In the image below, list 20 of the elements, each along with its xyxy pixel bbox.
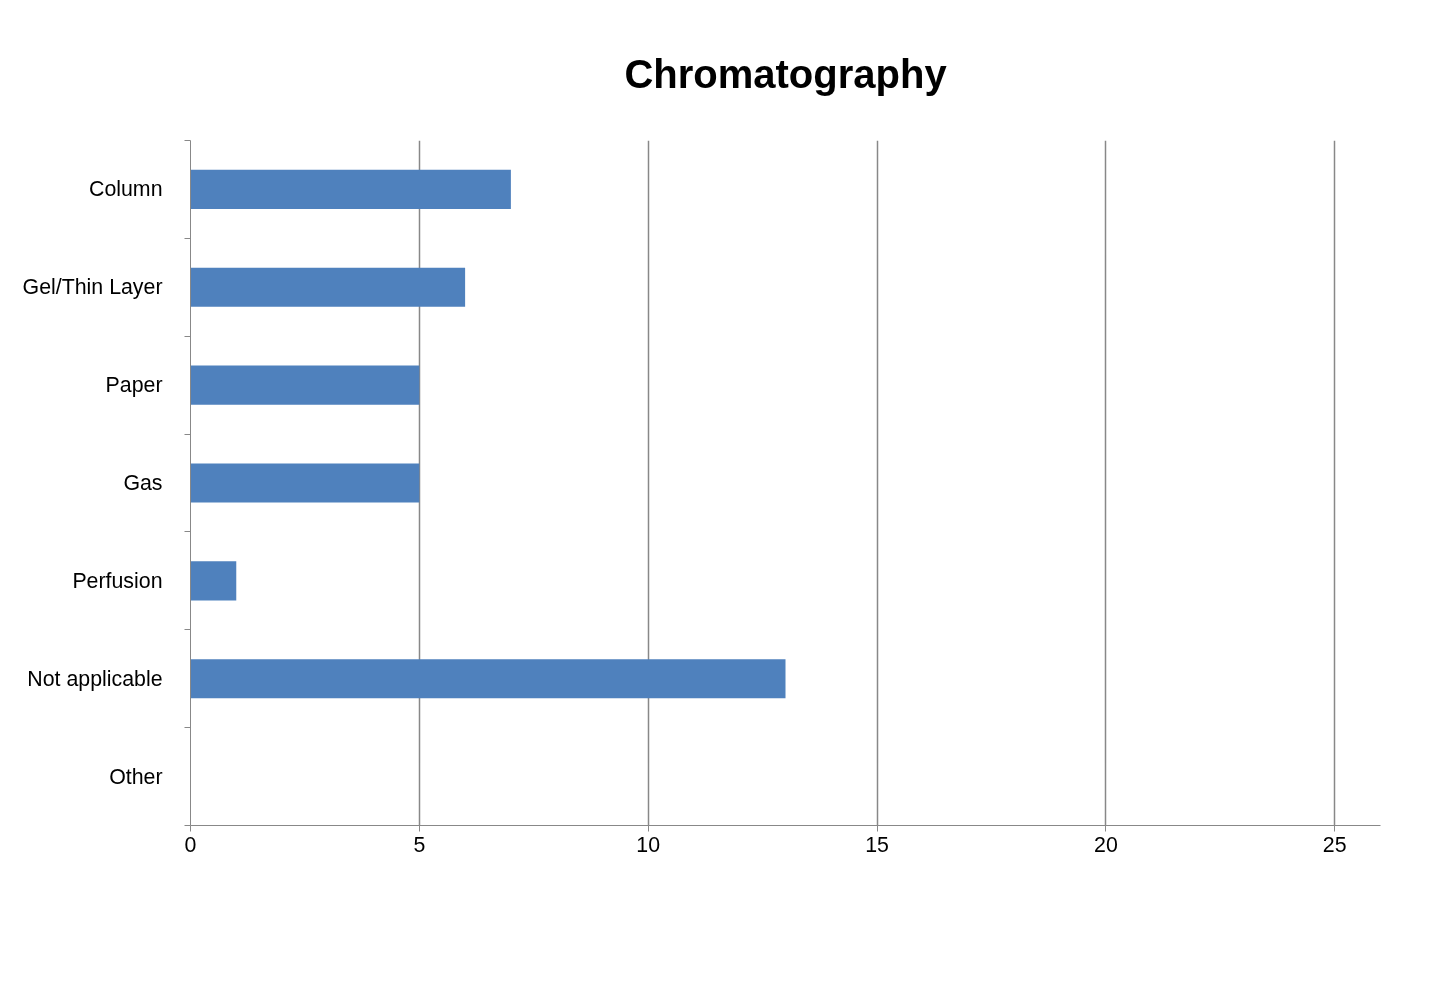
y-tick-label: Not applicable bbox=[27, 666, 163, 691]
x-tick-label: 5 bbox=[413, 832, 426, 857]
chart-title: Chromatography bbox=[624, 51, 948, 96]
bar bbox=[190, 561, 237, 601]
x-tick-label: 20 bbox=[1094, 832, 1118, 857]
y-tick-label: Column bbox=[89, 177, 163, 202]
bar bbox=[190, 365, 420, 405]
x-tick-label: 15 bbox=[865, 832, 889, 857]
y-tick-label: Gel/Thin Layer bbox=[22, 275, 163, 300]
y-tick-label: Paper bbox=[105, 373, 163, 398]
bar bbox=[190, 169, 511, 209]
y-tick-label: Perfusion bbox=[72, 568, 163, 593]
x-tick-label: 10 bbox=[636, 832, 661, 857]
y-tick-label: Gas bbox=[123, 471, 163, 495]
x-tick-label: 0 bbox=[184, 832, 197, 857]
y-tick-label: Other bbox=[109, 764, 163, 789]
x-tick-label: 25 bbox=[1322, 832, 1347, 857]
bar bbox=[190, 463, 420, 503]
bar bbox=[190, 267, 466, 307]
bar bbox=[190, 659, 786, 699]
